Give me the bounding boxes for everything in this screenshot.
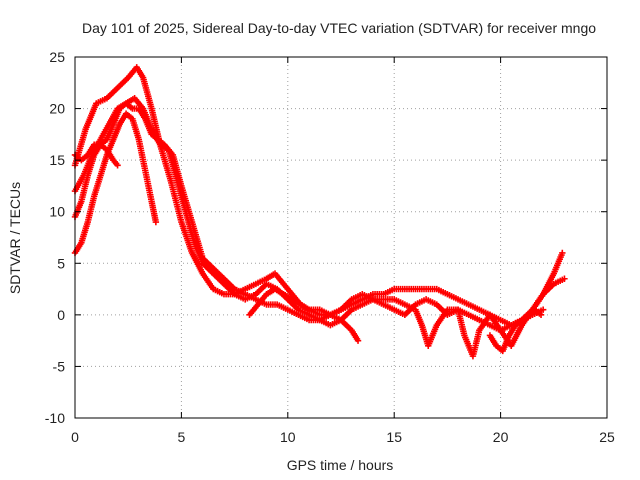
series-track-1	[71, 64, 566, 329]
y-tick-label: 15	[49, 152, 65, 168]
x-tick-labels: 0 5 10 15 20 25	[71, 429, 615, 445]
data-points	[71, 64, 568, 360]
y-tick-label: 5	[57, 255, 65, 271]
y-tick-label: 20	[49, 101, 65, 117]
y-tick-label: 0	[57, 307, 65, 323]
series-track-4	[71, 110, 160, 257]
data-point	[114, 162, 121, 169]
x-axis-label: GPS time / hours	[287, 457, 394, 473]
data-point	[559, 249, 566, 257]
x-tick-label: 10	[280, 429, 296, 445]
x-tick-label: 20	[493, 429, 509, 445]
x-tick-label: 25	[599, 429, 615, 445]
y-tick-labels: -10 -5 0 5 10 15 20 25	[45, 49, 65, 426]
x-tick-label: 5	[178, 429, 186, 445]
plot-frame	[74, 56, 608, 419]
data-point	[152, 218, 160, 226]
y-tick-label: -10	[45, 410, 65, 426]
series-track-5	[71, 141, 121, 169]
data-point	[561, 275, 568, 282]
axis-ticks	[74, 56, 608, 419]
data-point	[539, 306, 547, 313]
y-tick-label: -5	[53, 358, 66, 374]
chart-title: Day 101 of 2025, Sidereal Day-to-day VTE…	[82, 20, 596, 36]
y-axis-label: SDTVAR / TECUs	[7, 182, 23, 294]
series-track-7	[486, 306, 545, 355]
data-point	[537, 311, 545, 319]
x-tick-label: 15	[386, 429, 402, 445]
x-tick-label: 0	[71, 429, 79, 445]
y-tick-label: 25	[49, 49, 65, 65]
data-point	[354, 337, 362, 344]
y-tick-label: 10	[49, 204, 65, 220]
